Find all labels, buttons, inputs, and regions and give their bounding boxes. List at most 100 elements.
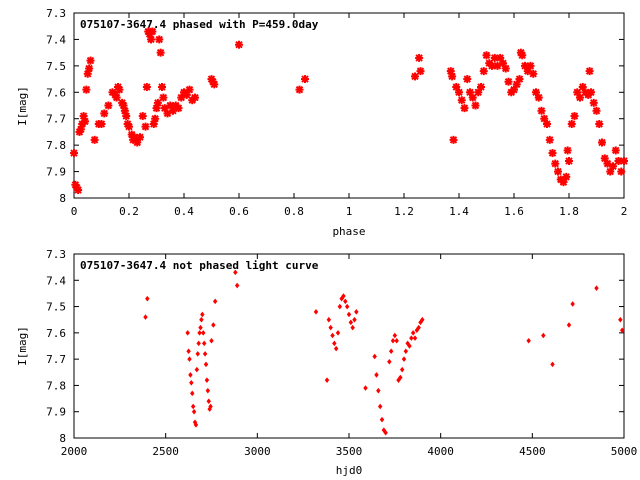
phased-data-point (526, 61, 535, 70)
unphased-data-point (570, 301, 575, 307)
unphased-data-point (186, 348, 191, 355)
phased-data-point (587, 88, 595, 97)
phased-data-point (115, 85, 124, 94)
unphased-data-point (191, 408, 197, 415)
phased-x-tick-label: 2 (621, 205, 628, 218)
unphased-data-point (392, 332, 398, 339)
phased-data-point (521, 61, 529, 70)
unphased-data-point (326, 316, 332, 323)
phased-data-point (166, 101, 175, 110)
phased-data-point (501, 64, 510, 73)
phased-x-tick-label: 1.4 (449, 205, 469, 218)
phased-data-point (149, 120, 158, 128)
phased-x-tick-label: 0.6 (229, 205, 249, 218)
unphased-data-point (618, 316, 623, 323)
phased-data-point (534, 93, 543, 102)
phased-data-point (598, 138, 606, 147)
phased-data-point (138, 112, 147, 121)
phased-data-point (460, 104, 469, 113)
unphased-x-tick-label: 4500 (519, 445, 546, 458)
unphased-data-point (354, 309, 359, 315)
phased-data-point (163, 109, 172, 118)
phased-data-point (415, 53, 424, 62)
unphased-data-point (566, 322, 572, 328)
unphased-y-tick-label: 8 (59, 432, 66, 445)
unphased-data-point (376, 387, 381, 394)
phased-data-point (532, 88, 540, 97)
phased-data-point (74, 186, 83, 195)
phased-data-point (537, 106, 546, 115)
phased-data-point (100, 109, 109, 118)
unphased-data-point (526, 337, 531, 344)
phased-data-point (540, 114, 549, 123)
phased-data-point (151, 114, 160, 123)
unphased-data-point (202, 351, 208, 357)
phased-data-point (563, 146, 572, 155)
phased-data-point (529, 69, 538, 78)
phased-data-point (576, 93, 584, 102)
phased-y-tick-label: 7.8 (46, 139, 66, 152)
phased-data-point (122, 112, 131, 121)
phased-axis-ticks: 0 0.2 0.4 0.6 0.8 1 1.2 1.4 1.6 1.8 2 7.3 7.4 7.5 7.6 7… (46, 7, 627, 218)
unphased-data-point (234, 282, 240, 289)
unphased-data-point (332, 340, 337, 347)
unphased-data-point (383, 429, 388, 436)
phased-data-point (600, 154, 609, 163)
unphased-data-point (337, 303, 343, 310)
phased-x-tick-label: 0.4 (174, 205, 194, 218)
phased-data-point (155, 35, 164, 44)
unphased-data-point (313, 309, 319, 315)
unphased-data-point (410, 330, 416, 336)
phased-data-point (158, 83, 166, 91)
unphased-panel: 075107-3647.4 not phased light curve hjd… (16, 248, 637, 477)
phased-data-point (452, 83, 461, 91)
unphased-x-axis-label: hjd0 (336, 464, 363, 477)
unphased-data-point (198, 324, 203, 331)
phased-data-point (148, 27, 157, 36)
phased-data-point (457, 96, 466, 105)
unphased-data-point (335, 330, 341, 336)
unphased-x-tick-label: 4000 (427, 445, 454, 458)
phased-data-point (81, 117, 89, 126)
phased-x-axis-label: phase (332, 225, 365, 238)
unphased-data-point (200, 311, 205, 318)
phased-data-point (112, 93, 121, 102)
phased-data-point (578, 83, 587, 91)
phased-data-point (210, 80, 219, 89)
unphased-data-point (330, 332, 335, 339)
unphased-data-point (348, 319, 354, 326)
unphased-y-tick-label: 7.9 (46, 406, 66, 419)
phased-data-point (177, 93, 186, 102)
unphased-data-point (401, 356, 407, 362)
unphased-x-tick-label: 3500 (336, 445, 363, 458)
unphased-data-point (398, 374, 403, 381)
phased-data-points (70, 27, 628, 195)
unphased-data-point (196, 340, 201, 347)
phased-data-point (592, 106, 601, 115)
phased-data-point (474, 88, 483, 97)
unphased-data-point (209, 337, 214, 344)
phased-data-point (301, 75, 309, 84)
unphased-data-point (203, 361, 209, 368)
phased-data-point (119, 101, 128, 110)
unphased-data-point (194, 366, 200, 373)
phased-data-point (448, 72, 457, 81)
phased-data-point (565, 157, 573, 165)
unphased-data-points (143, 269, 625, 436)
phased-data-point (620, 157, 628, 165)
unphased-data-point (188, 372, 193, 378)
phased-data-point (104, 101, 113, 110)
unphased-data-point (344, 303, 350, 310)
unphased-data-point (372, 353, 377, 360)
phased-data-point (515, 75, 524, 84)
phased-data-point (570, 112, 579, 121)
phased-data-point (97, 120, 106, 128)
phased-data-point (85, 64, 94, 73)
phased-data-point (142, 83, 151, 91)
unphased-data-point (190, 390, 195, 397)
phased-data-point (156, 48, 165, 57)
unphased-data-point (377, 403, 383, 410)
unphased-data-point (201, 330, 206, 336)
phased-data-point (463, 75, 472, 84)
